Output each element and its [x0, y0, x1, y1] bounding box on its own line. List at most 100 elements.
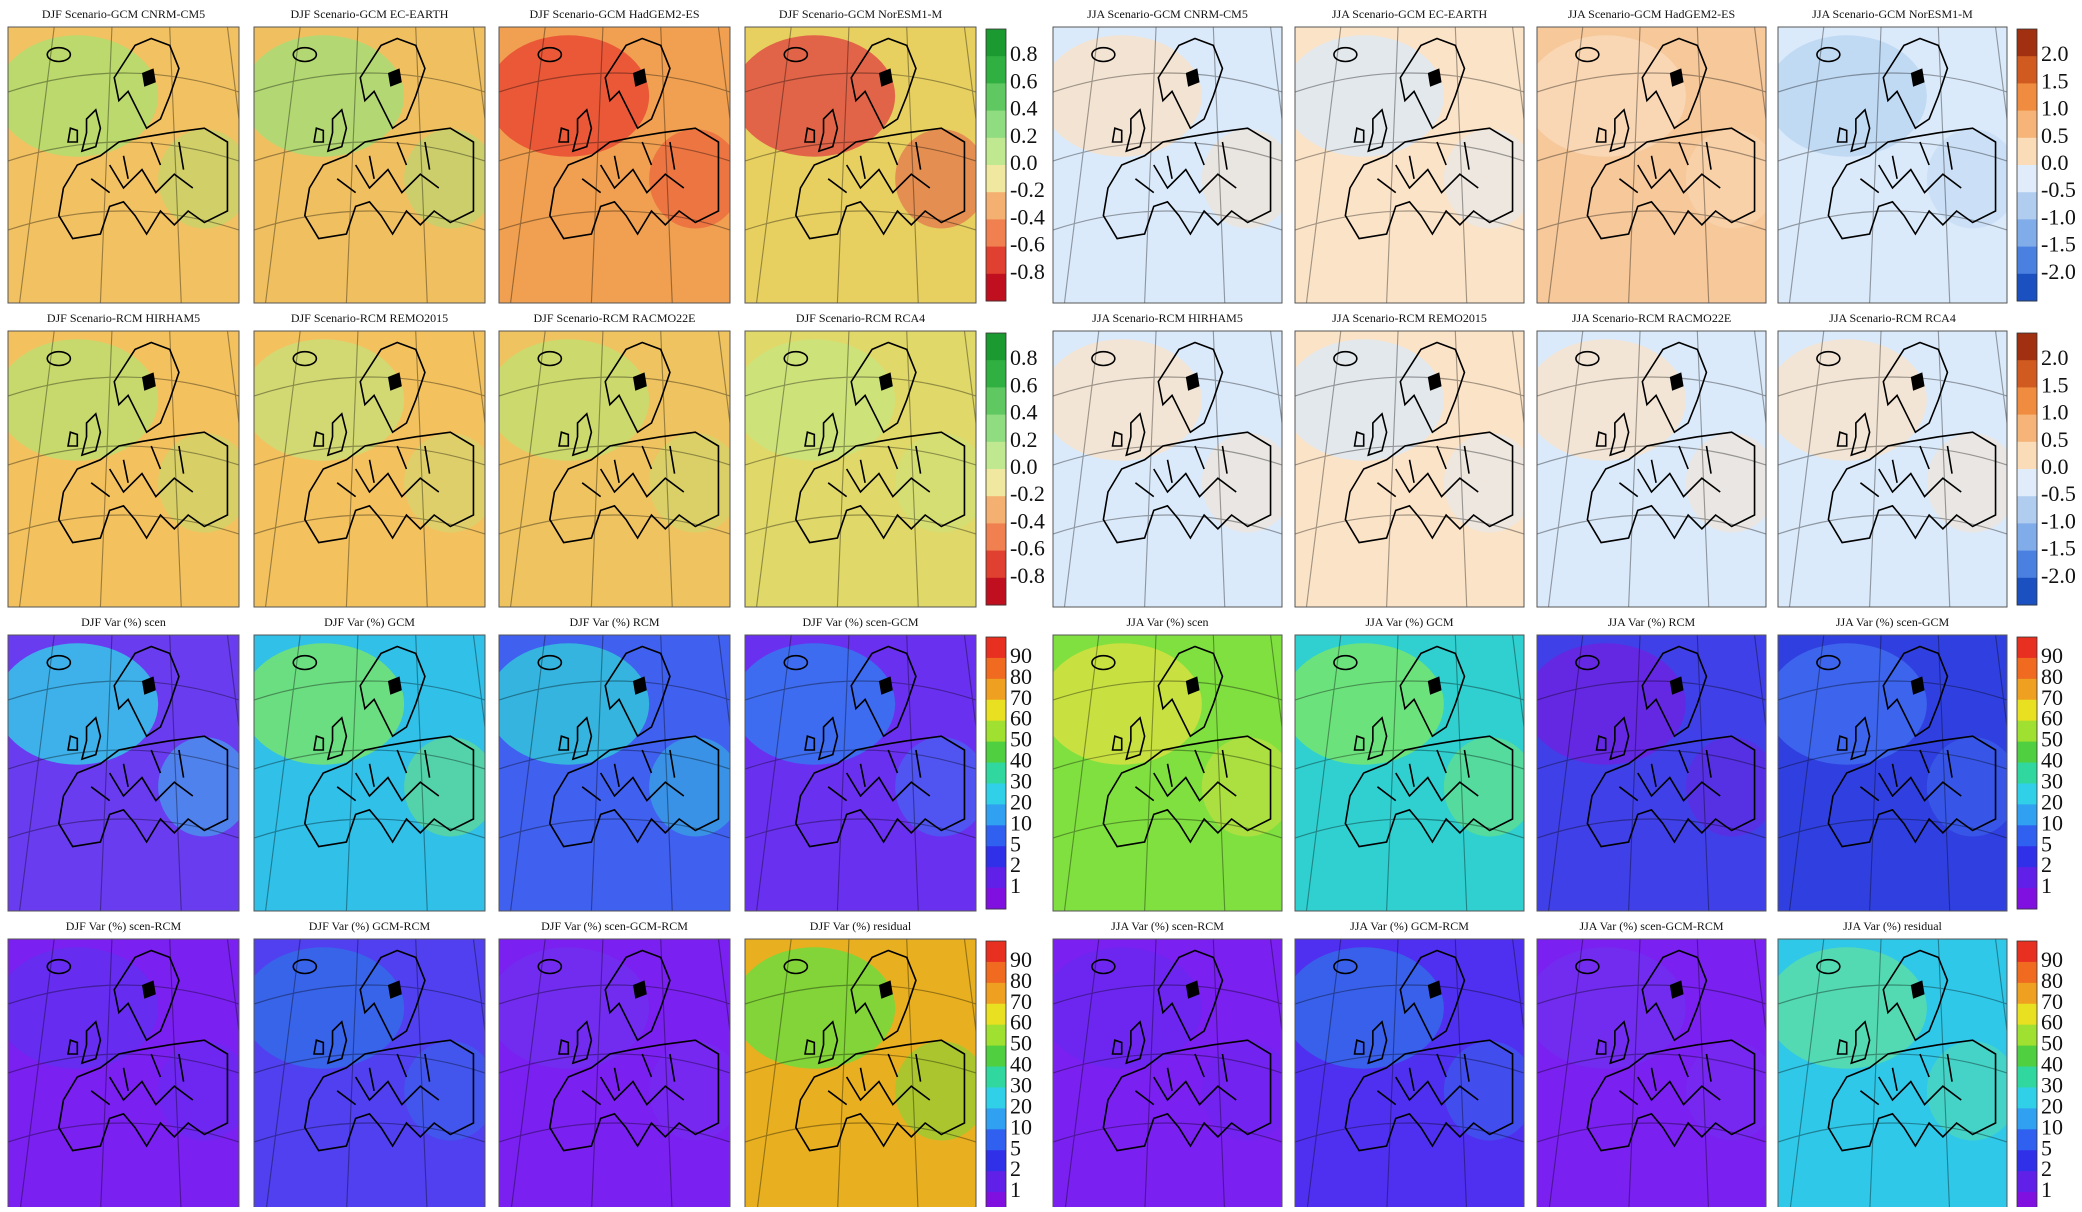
field-accent — [649, 129, 741, 228]
colorbar-swatch — [2017, 360, 2037, 388]
map-panel — [0, 27, 262, 303]
colorbar-swatch — [2017, 29, 2037, 57]
colorbar-swatch — [2017, 941, 2037, 962]
panel-title: DJF Var (%) scen-GCM — [802, 615, 918, 629]
map-panel — [733, 331, 999, 607]
map-field — [1767, 635, 2030, 911]
map-field — [1042, 27, 1305, 303]
map-panel — [1284, 27, 1547, 303]
map-field — [242, 27, 508, 303]
colorbar-swatch — [2017, 637, 2037, 658]
colorbar-label: 0.2 — [1010, 427, 1038, 452]
map-panel — [242, 635, 508, 911]
map-panel — [1042, 27, 1305, 303]
panel-title: JJA Scenario-GCM HadGEM2-ES — [1568, 7, 1735, 21]
colorbar-label: -1.0 — [2041, 204, 2076, 229]
map-field — [733, 939, 999, 1207]
map-field — [1042, 331, 1305, 607]
colorbar-swatch — [2017, 1192, 2037, 1207]
colorbar-swatch — [2017, 1171, 2037, 1192]
panel-title: JJA Scenario-GCM NorESM1-M — [1812, 7, 1973, 21]
panel-title: JJA Var (%) scen-RCM — [1111, 919, 1224, 933]
map-panel — [242, 331, 508, 607]
colorbar-swatch — [986, 888, 1006, 909]
colorbar-swatch — [2017, 1067, 2037, 1088]
colorbar-swatch — [2017, 721, 2037, 742]
colorbar-swatch — [986, 1129, 1006, 1150]
colorbar-label: 1.5 — [2041, 68, 2069, 93]
colorbar-swatch — [986, 1067, 1006, 1088]
map-panel — [1526, 939, 1789, 1207]
colorbar-swatch — [986, 721, 1006, 742]
colorbar-swatch — [986, 962, 1006, 983]
panel-title: JJA Var (%) RCM — [1608, 615, 1696, 629]
field-accent — [404, 129, 496, 228]
colorbar-swatch — [986, 1087, 1006, 1108]
field-accent — [158, 433, 250, 532]
field-accent — [1927, 737, 2019, 836]
map-panel — [1284, 635, 1547, 911]
map-field — [733, 27, 999, 303]
map-panel — [1526, 635, 1789, 911]
colorbar-label: 1 — [1010, 1177, 1021, 1202]
colorbar-swatch — [2017, 658, 2037, 679]
colorbar-label: 0.4 — [1010, 96, 1038, 121]
field-accent — [404, 737, 496, 836]
colorbar-swatch — [2017, 846, 2037, 867]
colorbar-label: -0.6 — [1010, 536, 1045, 561]
map-field — [1767, 27, 2030, 303]
field-accent — [158, 129, 250, 228]
figure: DJF Scenario-GCM CNRM-CM5DJF Scenario-GC… — [0, 0, 2082, 1207]
colorbar-label: 1 — [2041, 873, 2052, 898]
map-field — [0, 331, 262, 607]
map-panel — [0, 635, 262, 911]
colorbar-swatch — [986, 165, 1006, 193]
colorbar-swatch — [2017, 804, 2037, 825]
colorbar-label: 2.0 — [2041, 345, 2069, 370]
panel-title: DJF Scenario-RCM RCA4 — [796, 311, 925, 325]
map-field — [1042, 939, 1305, 1207]
colorbar-label: -0.4 — [1010, 204, 1045, 229]
colorbar-label: 0.8 — [1010, 41, 1038, 66]
panel-title: JJA Scenario-GCM CNRM-CM5 — [1087, 7, 1248, 21]
map-field — [487, 331, 753, 607]
map-field — [1284, 635, 1547, 911]
colorbar-swatch — [986, 469, 1006, 497]
panel-title: DJF Var (%) residual — [810, 919, 912, 933]
colorbar-swatch — [2017, 1087, 2037, 1108]
field-accent — [1202, 737, 1294, 836]
panel-title: JJA Scenario-RCM RCA4 — [1829, 311, 1956, 325]
map-panel — [1767, 939, 2030, 1207]
panel-title: JJA Scenario-RCM RACMO22E — [1572, 311, 1731, 325]
colorbar-swatch — [2017, 742, 2037, 763]
panel-title: JJA Var (%) GCM — [1365, 615, 1453, 629]
colorbar-label: -1.5 — [2041, 232, 2076, 257]
colorbar-label: -0.6 — [1010, 232, 1045, 257]
colorbar-swatch — [986, 333, 1006, 361]
colorbar-swatch — [2017, 1046, 2037, 1067]
colorbar-label: -0.5 — [2041, 481, 2076, 506]
colorbar-swatch — [986, 247, 1006, 275]
field-accent — [1927, 1041, 2019, 1140]
colorbar-swatch — [2017, 867, 2037, 888]
panel-title: DJF Scenario-GCM HadGEM2-ES — [530, 7, 700, 21]
map-panel — [1767, 331, 2030, 607]
panel-title: DJF Scenario-GCM EC-EARTH — [291, 7, 449, 21]
colorbar-swatch — [2017, 679, 2037, 700]
map-field — [487, 635, 753, 911]
colorbar-swatch — [986, 941, 1006, 962]
colorbar-label: 1.0 — [2041, 400, 2069, 425]
field-accent — [1444, 129, 1536, 228]
colorbar-swatch — [986, 360, 1006, 388]
map-panel — [0, 331, 262, 607]
colorbar-swatch — [986, 551, 1006, 579]
colorbar-swatch — [986, 1046, 1006, 1067]
colorbar-label: 0.2 — [1010, 123, 1038, 148]
colorbar-swatch — [986, 83, 1006, 111]
colorbar-swatch — [2017, 442, 2037, 470]
panel-title: DJF Var (%) scen-RCM — [66, 919, 182, 933]
colorbar-label: 1.0 — [2041, 96, 2069, 121]
colorbar-swatch — [2017, 962, 2037, 983]
map-panel — [487, 939, 753, 1207]
colorbar-swatch — [2017, 1108, 2037, 1129]
